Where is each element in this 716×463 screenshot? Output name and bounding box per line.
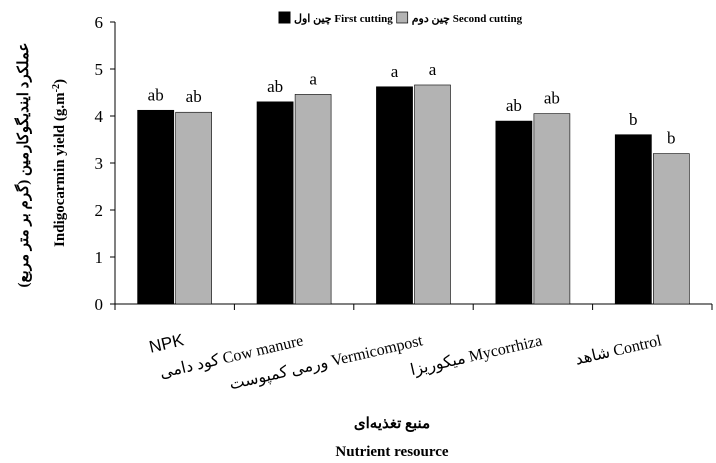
legend-label-second-cutting: چین دوم Second cutting <box>412 13 523 25</box>
x-category-label: میکوریزا Mycorrhiza <box>409 332 544 379</box>
x-category-label: NPK <box>147 330 186 357</box>
x-axis-title-english: Nutrient resource <box>335 444 449 460</box>
y-axis-title-persian: عملکرد ایندیگوکارمین (گرم بر متر مربع) <box>14 43 32 288</box>
y-tick-label: 4 <box>95 107 104 126</box>
legend: چین اول First cutting چین دوم Second cut… <box>278 11 523 25</box>
bar-second-cutting <box>294 94 332 305</box>
y-axis-title-english: Indigocarmin yield (g.m-2) <box>51 79 69 247</box>
significance-label: b <box>667 129 676 148</box>
bar-second-cutting <box>414 84 451 305</box>
bar-second-cutting <box>652 153 690 305</box>
bar-second-cutting <box>175 111 212 305</box>
y-tick-label: 5 <box>95 60 104 79</box>
y-tick-label: 1 <box>95 248 104 267</box>
y-tick-label: 2 <box>95 201 104 220</box>
x-axis-title-persian: منبع تغذیه‌ای <box>354 416 430 432</box>
x-category-label: ورمی کمپوست Vermicompost <box>228 332 425 393</box>
legend-label-first-cutting: چین اول First cutting <box>294 13 393 25</box>
legend-swatch-second-cutting <box>396 11 409 24</box>
significance-label: a <box>309 69 317 88</box>
significance-label: b <box>629 110 638 129</box>
x-category-label: شاهد Control <box>574 332 664 368</box>
bar-second-cutting <box>533 113 571 305</box>
significance-label: ab <box>506 96 522 115</box>
y-tick-label: 3 <box>95 154 104 173</box>
significance-label: ab <box>267 77 283 96</box>
bars: ab ab a ab b ab a a ab b <box>137 60 690 305</box>
significance-label: a <box>391 62 399 81</box>
y-axis: 0 1 2 3 4 5 6 <box>95 13 116 314</box>
y-axis-title-english-close: ) <box>52 79 68 84</box>
significance-label: ab <box>186 87 202 106</box>
significance-label: a <box>429 60 437 79</box>
legend-swatch-first-cutting <box>278 11 291 24</box>
bar-first-cutting <box>376 86 413 305</box>
bar-first-cutting <box>614 134 652 305</box>
y-tick-label: 0 <box>95 295 104 314</box>
y-tick-label: 6 <box>95 13 104 32</box>
bar-first-cutting <box>495 120 533 305</box>
y-axis-title-english-main: Indigocarmin yield (g.m <box>52 92 68 247</box>
significance-label: ab <box>148 85 164 104</box>
bar-first-cutting <box>137 109 175 305</box>
bar-first-cutting <box>256 101 294 305</box>
significance-label: ab <box>544 89 560 108</box>
x-axis <box>114 303 713 310</box>
y-axis-title-english-superscript: -2 <box>51 84 62 92</box>
